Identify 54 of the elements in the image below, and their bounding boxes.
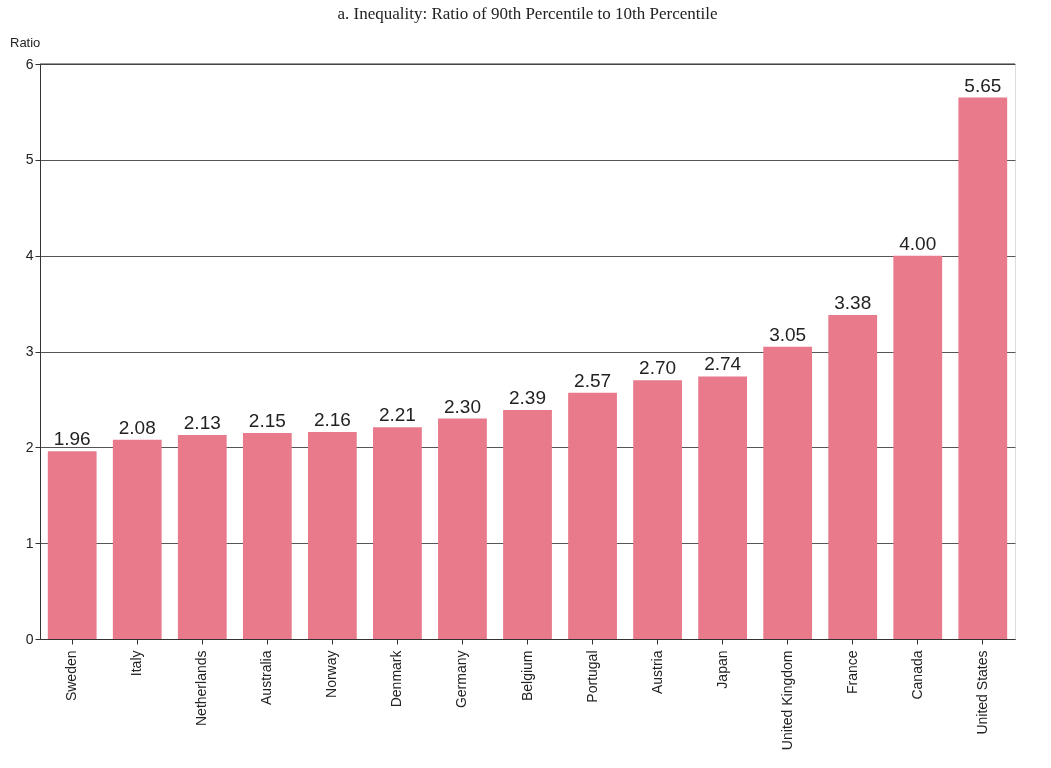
data-label: 2.39 [509, 386, 546, 408]
x-tick-label: Germany [453, 650, 470, 709]
bar [698, 376, 748, 639]
bar [763, 346, 813, 639]
y-tick-label: 4 [25, 247, 34, 264]
data-label: 1.96 [53, 428, 91, 450]
bar [633, 380, 682, 639]
bar [828, 315, 878, 639]
x-tick-label: Canada [908, 650, 925, 700]
bar [307, 432, 357, 639]
data-label: 5.65 [964, 74, 1002, 96]
bar [503, 409, 552, 639]
data-label: 2.08 [118, 416, 156, 438]
data-label: 2.13 [183, 411, 221, 433]
y-tick-label: 3 [25, 343, 34, 359]
bar [242, 432, 292, 639]
x-tick-label: Denmark [388, 649, 405, 708]
bar [373, 427, 422, 639]
bar [568, 392, 617, 639]
data-label: 3.05 [769, 323, 807, 345]
data-label: 2.57 [574, 369, 612, 391]
bar [438, 418, 487, 639]
chart-title: a. Inequality: Ratio of 90th Percentile to 10th Percentile [337, 4, 718, 23]
x-tick-label: France [843, 650, 860, 695]
x-tick-label: Austria [648, 650, 665, 695]
x-tick-label: Australia [258, 650, 275, 705]
data-label: 2.74 [704, 353, 742, 375]
x-tick-label: Netherlands [193, 650, 210, 726]
x-tick-label: Italy [128, 650, 145, 677]
y-tick-label: 2 [25, 438, 34, 455]
data-label: 2.21 [378, 404, 416, 426]
x-tick-label: Belgium [518, 650, 535, 702]
x-tick-label: United States [973, 650, 990, 735]
x-tick-label: Sweden [63, 650, 80, 702]
bar [112, 439, 162, 639]
x-tick-label: Japan [713, 650, 730, 689]
data-label: 3.38 [834, 292, 872, 314]
x-tick-label: United Kingdom [778, 650, 795, 751]
y-tick-label: 1 [25, 534, 34, 551]
bar [893, 255, 943, 639]
data-label: 2.70 [639, 357, 677, 379]
bar [958, 97, 1008, 639]
y-tick-label: 0 [25, 630, 34, 647]
data-label: 4.00 [899, 232, 937, 254]
y-tick-label: 5 [25, 151, 34, 168]
data-label: 2.16 [313, 409, 351, 430]
x-tick-label: Portugal [583, 650, 600, 703]
data-label: 2.15 [248, 409, 286, 431]
bar [177, 434, 227, 639]
y-axis-title: Ratio [10, 35, 41, 50]
bar [47, 451, 97, 639]
x-tick-label: Norway [323, 650, 340, 698]
y-tick-label: 6 [25, 55, 34, 72]
data-label: 2.30 [443, 395, 481, 417]
